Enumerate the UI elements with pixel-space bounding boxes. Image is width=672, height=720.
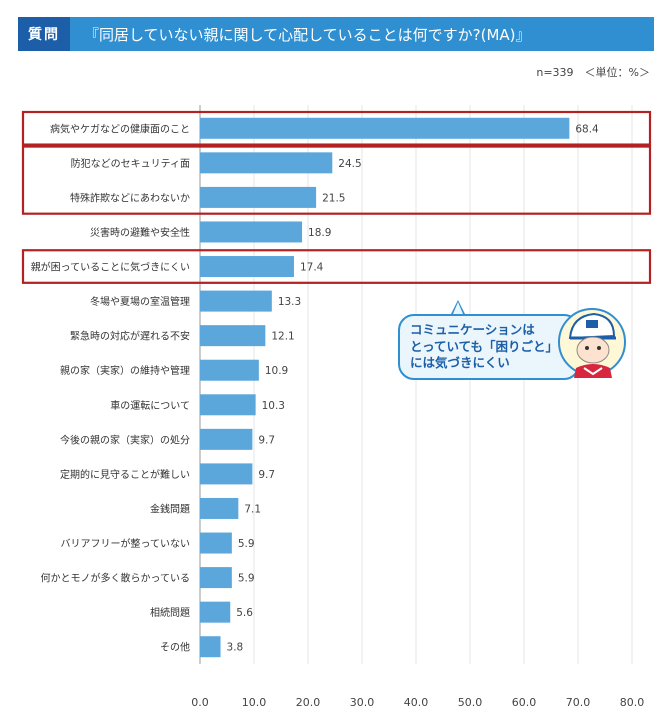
category-label: 親の家（実家）の維持や管理 [60, 364, 190, 377]
category-label: バリアフリーが整っていない [61, 537, 191, 550]
mascot-icon [558, 308, 626, 378]
sample-note: n=339 ＜単位：%＞ [536, 66, 650, 79]
bar [200, 186, 317, 208]
bar [200, 117, 570, 139]
question-tag: 質問 [18, 17, 70, 51]
highlight-box [21, 110, 652, 146]
category-label: 災害時の避難や安全性 [90, 226, 190, 239]
question-title: 『同居していない親に関して心配していることは何ですか?(MA)』 [84, 25, 531, 44]
x-tick-label: 0.0 [191, 696, 209, 709]
category-label: 車の運転について [110, 399, 190, 412]
value-label: 7.1 [244, 503, 261, 515]
bar [200, 256, 294, 278]
category-label: 何かとモノが多く散らかっている [41, 572, 191, 585]
category-label: 親が困っていることに気づきにくい [31, 261, 190, 274]
value-label: 68.4 [575, 123, 599, 135]
category-label: 緊急時の対応が遅れる不安 [70, 330, 190, 343]
category-label: 相続問題 [150, 606, 190, 619]
bar [200, 567, 232, 589]
category-label: 金銭問題 [150, 502, 190, 515]
bar [200, 428, 253, 450]
category-label: 定期的に見守ることが難しい [60, 468, 190, 481]
x-tick-label: 80.0 [620, 696, 645, 709]
value-label: 5.6 [236, 607, 253, 619]
bar [200, 497, 239, 519]
question-header: 質問 『同居していない親に関して心配していることは何ですか?(MA)』 [18, 17, 654, 51]
bar [200, 152, 333, 174]
category-label: 特殊詐欺などにあわないか [70, 191, 190, 204]
value-label: 3.8 [227, 642, 244, 654]
callout: コミュニケーションは とっていても「困りごと」 には気づきにくい [398, 300, 630, 384]
value-label: 5.9 [238, 573, 255, 585]
value-label: 12.1 [271, 331, 294, 343]
callout-bubble: コミュニケーションは とっていても「困りごと」 には気づきにくい [398, 302, 580, 380]
bar [200, 359, 259, 381]
category-label: 病気やケガなどの健康面のこと [50, 122, 190, 135]
value-label: 21.5 [322, 192, 345, 204]
x-tick-label: 60.0 [512, 696, 537, 709]
callout-line: コミュニケーションは [410, 322, 535, 337]
bar [200, 221, 303, 243]
value-label: 18.9 [308, 227, 331, 239]
x-tick-label: 50.0 [458, 696, 483, 709]
x-tick-label: 70.0 [566, 696, 591, 709]
x-tick-label: 30.0 [350, 696, 375, 709]
bar [200, 394, 256, 416]
value-label: 13.3 [278, 296, 301, 308]
value-label: 9.7 [258, 434, 275, 446]
bar [200, 290, 272, 312]
value-label: 10.3 [262, 400, 285, 412]
category-label: 今後の親の家（実家）の処分 [60, 433, 190, 446]
x-tick-label: 10.0 [242, 696, 267, 709]
bar [200, 463, 253, 485]
value-label: 24.5 [338, 158, 361, 170]
x-tick-label: 20.0 [296, 696, 321, 709]
bar [200, 636, 221, 658]
callout-text: コミュニケーションは とっていても「困りごと」 には気づきにくい [410, 322, 558, 372]
callout-line: には気づきにくい [410, 355, 510, 370]
highlight-box [21, 145, 652, 215]
bar [200, 532, 232, 554]
callout-line: とっていても「困りごと」 [410, 338, 559, 354]
highlight-box [21, 249, 652, 284]
value-label: 5.9 [238, 538, 255, 550]
value-label: 17.4 [300, 262, 324, 274]
x-tick-label: 40.0 [404, 696, 429, 709]
bar [200, 601, 231, 623]
bar [200, 325, 266, 347]
category-label: 冬場や夏場の室温管理 [90, 295, 190, 308]
value-label: 9.7 [258, 469, 275, 481]
category-label: 防犯などのセキュリティ面 [71, 157, 190, 170]
category-label: その他 [160, 641, 190, 654]
value-label: 10.9 [265, 365, 288, 377]
